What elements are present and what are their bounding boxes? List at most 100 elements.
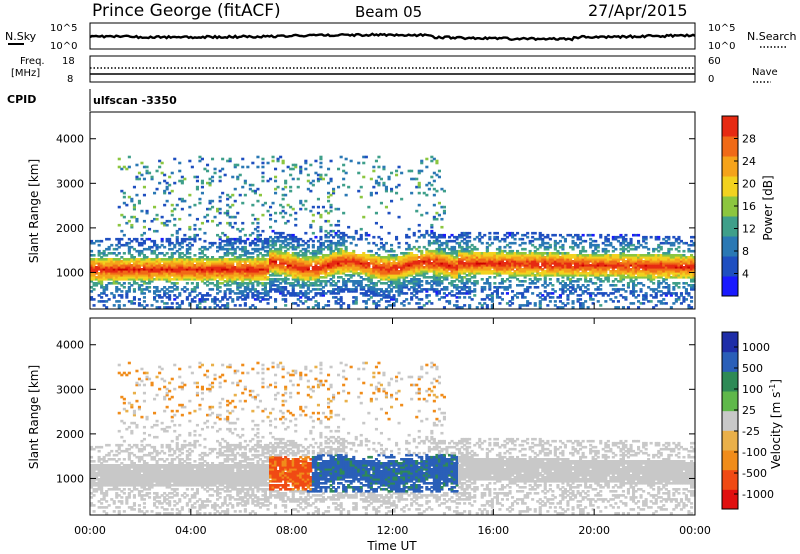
- power-cell: [531, 280, 535, 283]
- power-cell: [576, 233, 580, 237]
- power-cell: [364, 300, 368, 303]
- power-cell: [604, 254, 608, 257]
- power-cell: [90, 298, 94, 301]
- power-cell: [352, 290, 356, 293]
- power-cell: [387, 262, 391, 265]
- power-cell: [342, 239, 346, 243]
- power-cell: [437, 175, 441, 179]
- power-cell: [392, 272, 396, 275]
- power-cell: [498, 262, 502, 265]
- power-cell: [122, 278, 126, 281]
- power-cell: [551, 262, 555, 265]
- noise-panel: N.Sky 10^5 10^0 10^5 10^0 N.Search: [5, 22, 797, 52]
- power-cell: [216, 209, 220, 213]
- power-cell: [611, 292, 615, 295]
- power-cell: [400, 171, 404, 175]
- power-cell: [256, 260, 260, 263]
- power-cell: [463, 258, 467, 261]
- power-cell: [495, 262, 499, 265]
- power-cell: [251, 264, 255, 267]
- power-cell: [261, 270, 265, 273]
- power-cell: [276, 284, 280, 287]
- power-cell: [508, 264, 512, 267]
- power-cell: [153, 278, 157, 281]
- power-cell: [221, 256, 225, 259]
- power-cell: [359, 284, 363, 287]
- power-cell: [148, 237, 152, 241]
- power-cell: [178, 268, 182, 271]
- power-cell: [211, 243, 215, 247]
- power-cell: [170, 256, 174, 259]
- power-cell: [158, 266, 162, 269]
- power-cell: [274, 300, 278, 303]
- power-cell: [301, 268, 305, 271]
- power-cell: [165, 278, 169, 281]
- power-cell: [90, 280, 94, 283]
- power-cell: [377, 268, 381, 271]
- power-cell: [319, 280, 323, 283]
- power-cell: [165, 219, 169, 223]
- power-cell: [158, 268, 162, 271]
- power-cell: [349, 290, 353, 293]
- power-cell: [458, 268, 462, 271]
- power-cell: [390, 278, 394, 281]
- power-cell: [185, 266, 189, 269]
- power-cell: [581, 272, 585, 275]
- power-cell: [485, 254, 489, 257]
- power-cell: [218, 256, 222, 259]
- power-cell: [604, 300, 608, 303]
- power-cell: [200, 256, 204, 259]
- power-cell: [183, 262, 187, 265]
- power-cell: [430, 254, 434, 257]
- power-cell: [198, 292, 202, 295]
- power-cell: [448, 292, 452, 295]
- power-cell: [102, 304, 106, 307]
- power-cell: [168, 268, 172, 271]
- power-cell: [362, 278, 366, 281]
- power-cell: [357, 161, 361, 165]
- power-cell: [256, 276, 260, 279]
- power-cell: [354, 258, 358, 261]
- power-cell: [299, 270, 303, 273]
- power-cell: [130, 264, 134, 267]
- power-cell: [216, 280, 220, 283]
- power-cell: [248, 241, 252, 245]
- power-cell: [236, 278, 240, 281]
- power-cell: [165, 185, 169, 189]
- power-cell: [211, 241, 215, 245]
- power-cell: [140, 258, 144, 261]
- power-cell: [125, 268, 129, 271]
- power-cell: [211, 199, 215, 203]
- power-cell: [100, 282, 104, 285]
- power-cell: [349, 262, 353, 265]
- power-cell: [553, 300, 557, 303]
- power-cell: [284, 262, 288, 265]
- power-cell: [155, 286, 159, 289]
- power-cell: [372, 270, 376, 273]
- power-cell: [319, 292, 323, 295]
- power-cell: [150, 266, 154, 269]
- power-cell: [105, 254, 109, 257]
- power-cell: [563, 272, 567, 275]
- power-cell: [185, 288, 189, 291]
- power-cell: [397, 292, 401, 295]
- power-cell: [508, 262, 512, 265]
- power-cell: [142, 258, 146, 261]
- power-cell: [304, 278, 308, 281]
- power-cell: [556, 296, 560, 299]
- power-cell: [90, 296, 94, 299]
- power-cell: [483, 233, 487, 237]
- power-cell: [274, 268, 278, 271]
- power-cell: [231, 264, 235, 267]
- power-cell: [188, 213, 192, 217]
- power-cell: [306, 262, 310, 265]
- power-cell: [569, 268, 573, 271]
- power-cell: [284, 254, 288, 257]
- power-cell: [117, 300, 121, 303]
- power-cell: [276, 249, 280, 253]
- power-cell: [276, 270, 280, 273]
- power-cell: [480, 298, 484, 301]
- power-cell: [417, 284, 421, 287]
- power-cell: [435, 249, 439, 253]
- power-cell: [463, 262, 467, 265]
